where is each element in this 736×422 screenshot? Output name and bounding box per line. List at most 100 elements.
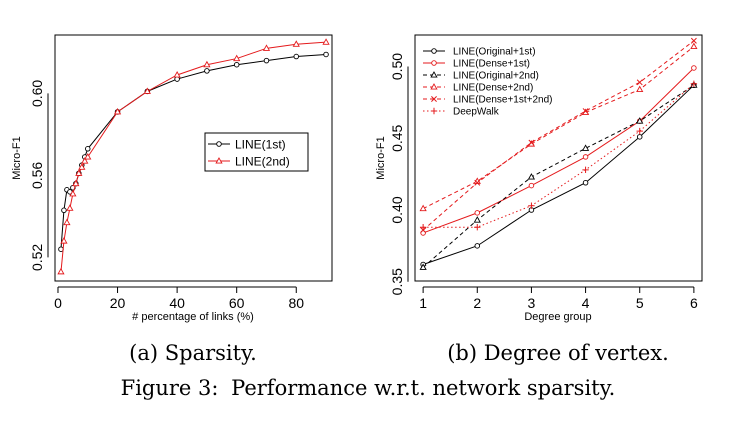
series-group <box>57 38 330 275</box>
legend-item: LINE(Dense+1st+2nd) <box>423 95 553 106</box>
y-axis-label: Micro-F1 <box>11 136 23 179</box>
legend: LINE(Original+1st)LINE(Dense+1st)LINE(Or… <box>423 47 553 118</box>
x-tick-label: 6 <box>690 295 698 311</box>
data-point <box>474 224 481 231</box>
legend-item: LINE(2nd) <box>208 154 290 168</box>
figure-caption-text: Performance w.r.t. network sparsity. <box>231 376 615 400</box>
figure-caption-prefix: Figure 3: <box>121 376 219 400</box>
data-point <box>61 207 67 214</box>
x-tick-label: 40 <box>169 295 185 311</box>
legend-label: LINE(2nd) <box>235 154 290 168</box>
data-point <box>419 224 427 231</box>
x-tick-label: 1 <box>419 295 427 311</box>
data-point <box>474 179 481 186</box>
y-axis-label: Micro-F1 <box>375 136 387 179</box>
data-point <box>262 44 271 51</box>
y-tick-label: 0.52 <box>29 244 45 271</box>
data-point <box>113 107 122 115</box>
x-tick-label: 0 <box>54 295 62 311</box>
y-tick-label: 0.40 <box>389 196 405 223</box>
data-point <box>81 157 89 164</box>
data-point <box>292 40 300 47</box>
y-tick-label: 0.45 <box>389 124 405 151</box>
legend-marker <box>216 141 222 147</box>
data-point <box>581 144 590 151</box>
legend-item: LINE(Dense+1st) <box>423 59 530 70</box>
legend-item: LINE(Original+2nd) <box>423 71 539 82</box>
series-deepwalk <box>419 80 698 231</box>
legend-marker <box>431 60 437 66</box>
y-tick-label: 0.35 <box>389 268 405 295</box>
data-point <box>60 237 68 244</box>
data-point <box>66 204 74 211</box>
data-point <box>528 139 535 146</box>
x-tick-label: 80 <box>288 295 304 311</box>
legend-label: DeepWalk <box>453 107 500 118</box>
y-axis: 0.52 0.56 0.60 <box>29 80 49 271</box>
legend-marker <box>215 157 223 164</box>
data-point <box>233 61 240 68</box>
legend-marker <box>430 107 438 115</box>
data-point <box>636 79 643 86</box>
data-point <box>84 153 92 160</box>
legend-marker <box>431 96 437 102</box>
data-point <box>57 267 65 275</box>
legend-item: LINE(1st) <box>208 137 286 151</box>
data-point <box>63 218 71 226</box>
data-point <box>293 53 300 60</box>
series-line <box>422 40 695 231</box>
data-point <box>527 173 536 180</box>
data-point <box>173 71 181 78</box>
legend-item: LINE(Dense+2nd) <box>423 83 533 94</box>
series-line-dense-1st- <box>420 65 697 236</box>
legend-label: LINE(1st) <box>235 137 286 151</box>
legend-marker <box>430 83 438 90</box>
series-line <box>422 84 695 265</box>
legend-label: LINE(Original+1st) <box>453 47 536 58</box>
data-point <box>582 179 589 186</box>
data-point <box>78 163 86 170</box>
legend-label: LINE(Dense+2nd) <box>453 83 533 94</box>
subcaption-a: (a) Sparsity. <box>129 341 257 365</box>
x-tick-label: 2 <box>473 295 481 311</box>
data-point <box>690 42 698 50</box>
data-point <box>690 37 697 44</box>
data-point <box>323 51 329 58</box>
x-axis: 0 20 40 60 80 <box>54 286 304 311</box>
data-point <box>636 85 644 93</box>
y-axis: 0.35 0.40 0.45 0.50 <box>389 53 409 295</box>
data-point <box>582 154 589 160</box>
x-tick-label: 20 <box>110 295 126 311</box>
chart-degree: 0.35 0.40 0.45 0.50 1 2 3 4 5 6 LINE(Original+1s… <box>375 34 703 365</box>
x-axis: 1 2 3 4 5 6 <box>419 286 698 311</box>
y-tick-label: 0.56 <box>29 162 45 189</box>
series-line <box>422 84 695 268</box>
data-point <box>474 243 481 249</box>
data-point <box>582 166 589 174</box>
data-point <box>72 179 80 187</box>
series-line-original-2nd- <box>419 81 698 270</box>
data-point <box>69 189 77 197</box>
legend-label: LINE(Dense+1st+2nd) <box>453 95 553 106</box>
data-point <box>636 117 644 124</box>
data-point <box>204 68 210 74</box>
data-point <box>143 87 151 94</box>
figure-caption: Figure 3: Performance w.r.t. network spa… <box>121 376 616 400</box>
chart-sparsity: 0.52 0.56 0.60 0 20 40 60 80 LINE(1st) LINE(2nd… <box>11 34 333 365</box>
data-point <box>419 204 427 212</box>
legend-box <box>204 132 309 172</box>
x-tick-label: 3 <box>528 295 536 311</box>
data-point <box>419 263 427 270</box>
legend-label: LINE(Dense+1st) <box>453 59 530 70</box>
series-group <box>419 37 698 270</box>
data-point <box>636 134 643 140</box>
series-line-2nd- <box>57 38 330 275</box>
data-point <box>233 54 241 62</box>
legend-label: LINE(Original+2nd) <box>453 71 539 82</box>
data-point <box>203 60 211 68</box>
x-tick-label: 60 <box>229 295 245 311</box>
data-point <box>473 216 481 223</box>
data-point <box>528 182 535 189</box>
data-point <box>322 38 330 45</box>
plot-frame <box>414 34 703 282</box>
